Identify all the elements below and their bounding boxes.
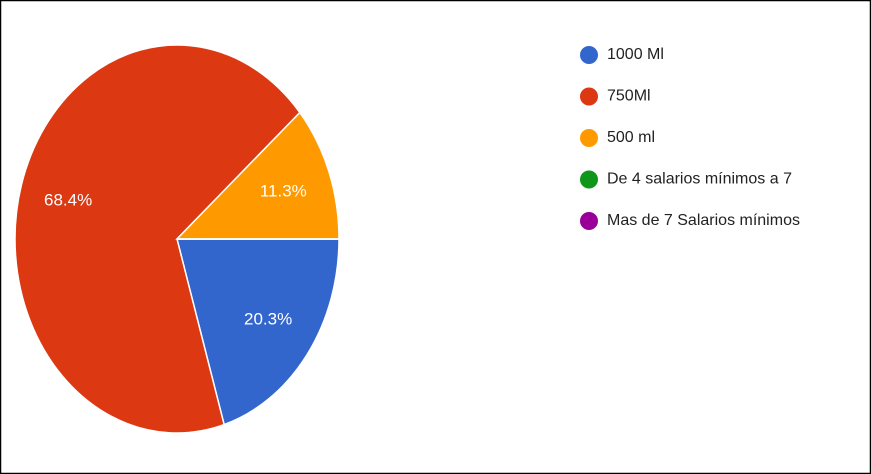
legend-marker	[580, 46, 598, 64]
pie-slice	[176, 238, 340, 426]
legend-label: Mas de 7 Salarios mínimos	[607, 212, 800, 229]
slice-label: 20.3%	[244, 309, 292, 328]
legend-marker	[580, 212, 598, 230]
legend-marker	[580, 129, 598, 147]
pie-slice	[14, 44, 301, 434]
legend-label: 750Ml	[607, 88, 651, 105]
slice-label: 11.3%	[260, 181, 307, 200]
legend-marker	[580, 87, 598, 106]
pie-slice	[175, 111, 340, 240]
legend-label: De 4 salarios mínimos a 7	[607, 171, 792, 188]
legend-label: 500 ml	[607, 129, 655, 146]
slice-label: 68.4%	[44, 191, 92, 210]
legend-marker	[580, 170, 598, 189]
legend-label: 1000 Ml	[607, 46, 664, 63]
